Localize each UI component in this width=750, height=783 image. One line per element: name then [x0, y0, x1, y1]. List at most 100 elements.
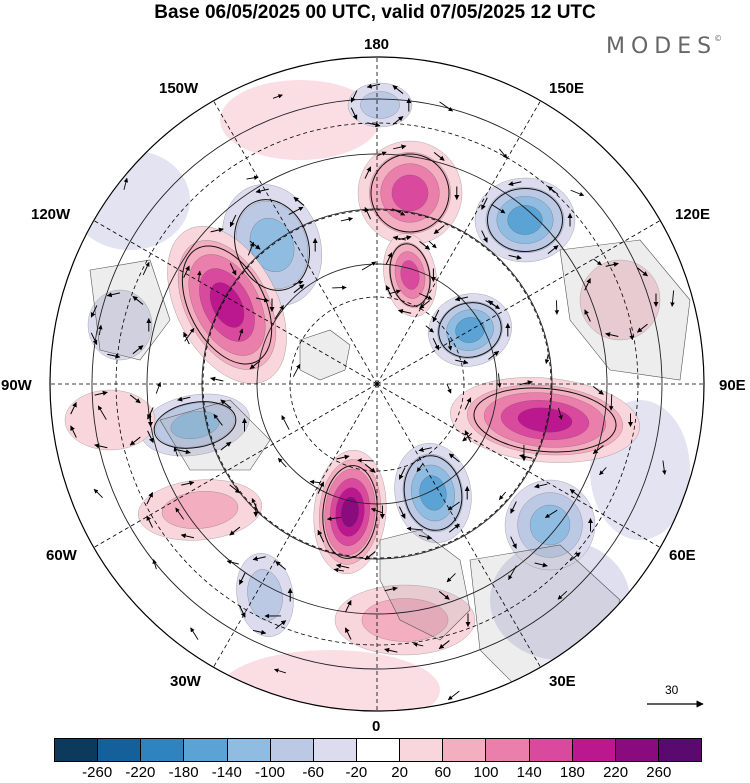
lon-label-120w: 120W: [31, 206, 71, 223]
wind-arrow: [438, 640, 450, 650]
colorbar-tick-label: 60: [434, 764, 452, 781]
land-mass: [559, 239, 691, 381]
colorbar-tick-label: 100: [473, 764, 499, 781]
wind-arrow: [416, 463, 424, 473]
wind-arrow: [609, 394, 614, 411]
wind-arrow: [544, 509, 558, 519]
colorbar-swatch: [658, 739, 702, 761]
wind-arrow: [340, 217, 354, 222]
wind-arrow: [177, 449, 191, 455]
wind-arrow: [357, 458, 374, 463]
wind-arrow: [177, 396, 191, 402]
height-contour: [487, 188, 563, 252]
wind-arrow: [519, 380, 533, 386]
height-contour: [91, 98, 663, 670]
positive-anomaly: [64, 389, 156, 451]
wind-arrow: [592, 386, 604, 395]
negative-anomaly: [140, 393, 250, 457]
wind-arrow: [398, 506, 406, 519]
wind-arrow: [335, 563, 350, 569]
wind-arrow: [184, 327, 195, 342]
wind-arrow: [364, 166, 372, 179]
wind-arrow: [272, 94, 283, 99]
positive-anomaly: [313, 449, 387, 575]
wind-arrow: [397, 308, 412, 314]
wind-arrow: [425, 325, 434, 333]
colorbar-swatch: [270, 739, 314, 761]
anomaly-level: [391, 174, 429, 212]
height-contour: [438, 302, 502, 358]
wind-vectors: [70, 83, 675, 701]
wind-arrow: [350, 90, 358, 103]
wind-arrow: [569, 552, 581, 562]
lon-label-0: 0: [372, 718, 381, 735]
height-contour: [234, 199, 310, 291]
wind-arrow: [190, 627, 199, 640]
reference-vector-value: 30: [665, 683, 679, 697]
wind-arrow: [510, 536, 517, 549]
lon-label-30w: 30W: [170, 673, 201, 690]
map-title: Base 06/05/2025 00 UTC, valid 07/05/2025…: [154, 2, 596, 23]
wind-arrow: [439, 101, 453, 112]
anomaly-tint: [220, 80, 380, 160]
wind-arrow: [547, 245, 559, 254]
wind-arrow: [419, 241, 431, 250]
wind-arrow: [107, 353, 121, 359]
negative-anomaly: [504, 479, 596, 571]
brand-mark: ©: [714, 34, 723, 43]
wind-arrow: [481, 197, 488, 210]
anomaly-tint: [70, 150, 190, 250]
wind-arrow: [90, 305, 98, 318]
wind-arrow: [418, 534, 433, 540]
lon-label-90w: 90W: [1, 377, 32, 394]
wind-arrow: [384, 586, 398, 592]
colorbar-swatch: [356, 739, 401, 761]
positive-anomaly: [450, 377, 640, 463]
wind-arrow: [70, 425, 77, 438]
wind-arrow: [385, 285, 393, 298]
lon-label-150e: 150E: [549, 80, 585, 97]
colorbar-tick-label: 20: [391, 764, 408, 781]
anomaly-tint: [220, 650, 440, 711]
wind-arrow: [364, 551, 376, 561]
anomaly-level: [529, 504, 571, 546]
wind-arrow: [398, 467, 406, 480]
wind-arrow: [455, 359, 469, 365]
positive-anomaly: [579, 259, 661, 341]
wind-arrow: [336, 454, 350, 460]
brand-name: MODES: [606, 34, 718, 59]
wind-arrow: [637, 267, 648, 277]
wind-arrow: [132, 345, 144, 355]
wind-arrow: [293, 196, 305, 206]
height-contour: [146, 153, 608, 615]
wind-arrow: [94, 390, 108, 396]
colorbar-swatch: [615, 739, 659, 761]
wind-arrow: [175, 507, 185, 520]
wind-arrow: [447, 690, 460, 701]
wind-arrow: [252, 556, 266, 562]
wind-arrow: [97, 405, 107, 420]
negative-anomaly: [474, 177, 576, 263]
wind-arrow: [98, 324, 103, 336]
wind-arrow: [274, 668, 287, 674]
wind-arrow: [392, 85, 404, 94]
colorbar-tick-label: -60: [302, 764, 325, 781]
wind-arrow: [392, 116, 404, 125]
wind-arrow: [129, 394, 141, 404]
wind-arrow: [448, 523, 460, 533]
wind-arrow: [364, 463, 376, 473]
wind-arrow: [147, 430, 154, 444]
wind-arrow: [146, 515, 153, 528]
wind-arrow: [70, 401, 77, 415]
wind-arrow: [388, 289, 401, 295]
anomaly-level: [87, 289, 153, 361]
wind-arrow: [333, 567, 345, 573]
wind-arrow: [238, 328, 244, 341]
colorbar-tick-label: 260: [646, 764, 672, 781]
wind-arrow: [392, 208, 406, 216]
wind-arrow: [447, 338, 453, 351]
wind-arrow: [181, 480, 195, 486]
colorbar-swatch: [98, 739, 142, 761]
wind-arrow: [419, 300, 430, 309]
meridian-line: [93, 383, 378, 548]
